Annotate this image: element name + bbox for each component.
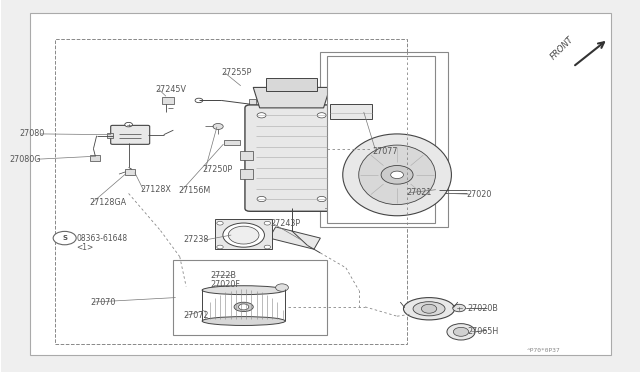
Text: 27238: 27238 <box>183 235 209 244</box>
Circle shape <box>217 221 223 225</box>
Circle shape <box>317 113 326 118</box>
Circle shape <box>264 221 271 225</box>
Bar <box>241 169 253 179</box>
Text: S: S <box>62 235 67 241</box>
Text: 27072: 27072 <box>183 311 209 320</box>
Circle shape <box>390 171 403 179</box>
Bar <box>90 155 100 161</box>
Bar <box>225 140 241 145</box>
Circle shape <box>257 113 266 118</box>
Circle shape <box>381 166 413 184</box>
Bar <box>266 78 317 91</box>
Ellipse shape <box>228 226 259 244</box>
Bar <box>321 52 448 227</box>
Circle shape <box>195 98 203 103</box>
Bar <box>55 39 406 344</box>
Text: 27128X: 27128X <box>140 185 171 194</box>
Bar <box>163 97 174 104</box>
Circle shape <box>264 245 271 249</box>
Polygon shape <box>253 87 330 108</box>
Ellipse shape <box>223 223 264 247</box>
Bar <box>241 151 253 160</box>
Text: 27020: 27020 <box>466 190 492 199</box>
Circle shape <box>453 327 468 336</box>
FancyBboxPatch shape <box>245 105 339 211</box>
Text: 27077: 27077 <box>372 147 398 156</box>
Text: 27065H: 27065H <box>467 327 499 336</box>
Polygon shape <box>327 56 435 223</box>
Text: 27021: 27021 <box>406 188 432 197</box>
Text: 27020F: 27020F <box>211 280 240 289</box>
Bar <box>125 169 135 175</box>
Circle shape <box>421 304 436 313</box>
Ellipse shape <box>202 317 285 326</box>
FancyBboxPatch shape <box>111 125 150 144</box>
Text: <1>: <1> <box>76 243 93 252</box>
Circle shape <box>452 304 465 312</box>
Text: FRONT: FRONT <box>548 35 575 61</box>
Ellipse shape <box>403 298 454 320</box>
Text: 27128GA: 27128GA <box>89 198 126 207</box>
Circle shape <box>257 196 266 202</box>
Text: 27250P: 27250P <box>202 165 232 174</box>
Ellipse shape <box>234 302 253 312</box>
Text: ^P70*0P37: ^P70*0P37 <box>526 348 560 353</box>
Circle shape <box>125 122 132 127</box>
Circle shape <box>276 284 289 291</box>
Text: 27156M: 27156M <box>179 186 211 195</box>
Ellipse shape <box>202 286 285 295</box>
Text: 27080G: 27080G <box>9 155 40 164</box>
Bar <box>215 219 273 249</box>
Circle shape <box>217 245 223 249</box>
Circle shape <box>53 231 76 245</box>
Text: 2722B: 2722B <box>211 271 236 280</box>
Bar <box>107 133 113 138</box>
Text: 27255P: 27255P <box>221 68 252 77</box>
Ellipse shape <box>413 302 445 316</box>
Text: 27020B: 27020B <box>467 304 499 312</box>
Text: 27245V: 27245V <box>156 85 186 94</box>
Text: 27243P: 27243P <box>271 219 301 228</box>
Circle shape <box>239 304 249 310</box>
Circle shape <box>317 196 326 202</box>
Text: 27070: 27070 <box>90 298 116 307</box>
Circle shape <box>447 324 475 340</box>
Bar <box>330 104 371 119</box>
Ellipse shape <box>343 134 451 216</box>
Ellipse shape <box>359 145 435 205</box>
Circle shape <box>213 124 223 129</box>
Polygon shape <box>269 227 321 249</box>
Bar <box>249 99 257 106</box>
Text: 27080: 27080 <box>19 129 44 138</box>
Bar <box>173 260 327 335</box>
Text: 08363-61648: 08363-61648 <box>76 234 127 243</box>
